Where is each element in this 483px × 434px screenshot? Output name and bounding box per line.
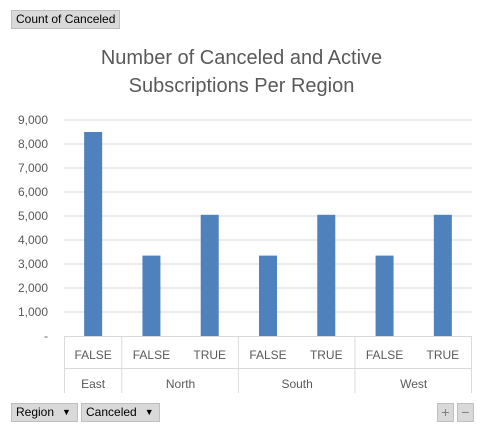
y-tick-label: 8,000 xyxy=(18,137,48,151)
x-category-label: FALSE xyxy=(133,348,170,362)
expand-field-button[interactable]: + xyxy=(437,403,454,422)
canceled-dropdown-icon: ▼ xyxy=(144,407,154,417)
x-category-label: FALSE xyxy=(366,348,403,362)
y-tick-label: 2,000 xyxy=(18,281,48,295)
y-tick-label: 6,000 xyxy=(18,185,48,199)
y-tick-label: 9,000 xyxy=(18,113,48,127)
y-tick-label: 3,000 xyxy=(18,257,48,271)
y-tick-label: 1,000 xyxy=(18,305,48,319)
y-tick-label: 4,000 xyxy=(18,233,48,247)
x-group-label: South xyxy=(281,377,312,391)
x-group-label: West xyxy=(400,377,428,391)
chart-title-line-1: Number of Canceled and Active xyxy=(100,47,383,69)
bar xyxy=(200,214,219,336)
x-category-label: TRUE xyxy=(193,348,226,362)
x-category-label: FALSE xyxy=(249,348,286,362)
bar xyxy=(317,214,336,336)
canceled-field-label: Canceled xyxy=(86,405,137,419)
value-field-label: Count of Canceled xyxy=(16,12,116,26)
bar xyxy=(375,255,394,336)
chart-title-line-2: Subscriptions Per Region xyxy=(128,75,355,97)
value-field-button[interactable]: Count of Canceled xyxy=(11,10,121,29)
bar xyxy=(84,132,103,336)
canceled-field-button[interactable]: Canceled ▼ xyxy=(81,403,160,422)
y-tick-label: 5,000 xyxy=(18,209,48,223)
x-category-label: FALSE xyxy=(74,348,111,362)
plus-icon: + xyxy=(441,404,450,420)
region-dropdown-icon: ▼ xyxy=(62,407,71,417)
y-tick-label: 7,000 xyxy=(18,161,48,175)
region-field-label: Region xyxy=(16,405,55,419)
bar xyxy=(142,255,161,336)
y-tick-label: - xyxy=(44,329,48,343)
x-category-label: TRUE xyxy=(427,348,460,362)
x-group-label: East xyxy=(81,377,106,391)
chart-title: Number of Canceled and Active Subscripti… xyxy=(0,44,483,100)
x-group-label: North xyxy=(166,377,195,391)
bar xyxy=(259,255,277,336)
bar xyxy=(433,214,452,336)
x-category-label: TRUE xyxy=(310,348,343,362)
region-field-button[interactable]: Region ▼ xyxy=(11,403,78,422)
minus-icon: − xyxy=(461,404,470,420)
collapse-field-button[interactable]: − xyxy=(457,403,474,422)
